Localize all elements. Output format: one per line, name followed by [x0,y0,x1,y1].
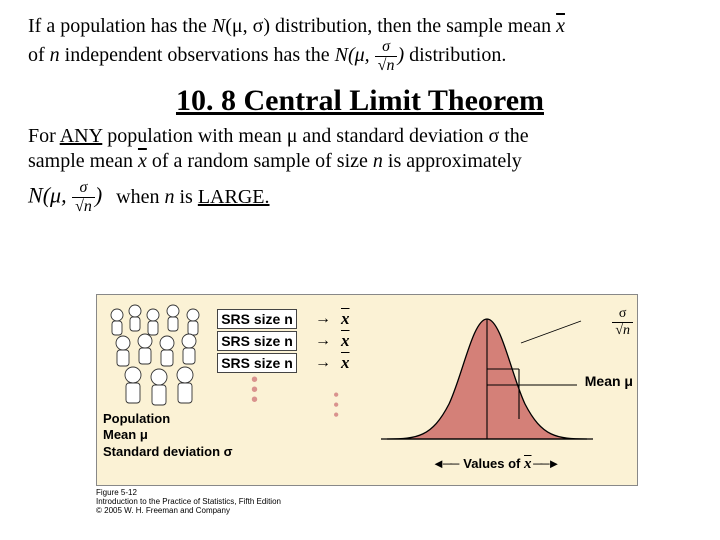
srs-dots2-icon: ••• [333,391,339,421]
n-var-2: n [373,150,383,172]
srs-column: SRS size n → x SRS size n → x SRS size n… [217,309,377,405]
axis-arrows-icon: ──► [532,456,559,471]
intro-text-1: If a population has the [28,15,212,37]
clt-text-2: population with mean μ and standard devi… [102,125,528,147]
figure-credit: Figure 5-12 Introduction to the Practice… [96,488,636,516]
sampling-dist-formula: N(μ, σ √n ) [335,39,405,74]
srs-row-3: SRS size n → x [217,353,377,373]
frac-sigma-over-root-n-2: σ √n [72,180,95,215]
intro-text-5: distribution. [409,44,506,66]
dist-params: (μ, σ) [225,15,270,37]
clt-large: LARGE. [198,186,270,208]
clt-any: ANY [60,125,103,147]
dist-name: N [212,15,225,37]
pop-label-mean: Mean μ [103,427,233,443]
n-var: n [50,44,60,66]
axis-arrows-icon: ◄── [432,456,457,471]
clt-text-5: is approximately [383,150,522,172]
population-crowd-icon [103,301,211,407]
curve-sigma-label: σ √n [612,307,633,338]
normal-curve-area: Mean μ σ √n ◄──Values of x ──► [377,299,633,477]
srs-row-1: SRS size n → x [217,309,377,329]
srs-xbar: x [341,309,350,329]
credit-line-1: Figure 5-12 [96,488,636,497]
pop-label-population: Population [103,411,233,427]
section-heading: 10. 8 Central Limit Theorem [28,84,692,118]
frac-sigma-over-root-n: σ √n [375,39,398,74]
curve-mean-label: Mean μ [585,373,633,389]
clt-text-4: of a random sample of size [147,150,373,172]
pop-label-sd: Standard deviation σ [103,444,233,460]
srs-dots-icon: ••• [251,375,377,405]
clt-formula: N(μ, σ √n ) [28,180,102,215]
arrow-right-icon: → [315,354,331,372]
intro-paragraph: If a population has the N(μ, σ) distribu… [28,14,692,74]
figure-panel: Population Mean μ Standard deviation σ S… [96,294,638,486]
arrow-right-icon: → [315,332,331,350]
credit-line-3: © 2005 W. H. Freeman and Company [96,506,636,515]
arrow-right-icon: → [315,310,331,328]
clt-conclusion-row: N(μ, σ √n ) when n is LARGE. [28,180,692,215]
xaxis-label: ◄──Values of x ──► [432,456,564,473]
srs-box: SRS size n [217,309,297,329]
clt-when-text: when n is LARGE. [116,185,269,210]
xbar-symbol: x [556,14,565,39]
clt-paragraph: For ANY population with mean μ and stand… [28,124,692,174]
clt-text-1: For [28,125,60,147]
xbar-symbol-2: x [138,149,147,174]
clt-text-3: sample mean [28,150,138,172]
intro-text-2: distribution, then the sample mean [270,15,556,37]
srs-row-2: SRS size n → x [217,331,377,351]
srs-xbar: x [341,331,350,351]
clt-figure: Population Mean μ Standard deviation σ S… [96,294,636,514]
srs-xbar: x [341,353,350,373]
credit-line-2: Introduction to the Practice of Statisti… [96,497,636,506]
srs-box: SRS size n [217,331,297,351]
intro-text-4: independent observations has the [60,44,335,66]
population-labels: Population Mean μ Standard deviation σ [103,411,233,460]
intro-text-3: of [28,44,50,66]
